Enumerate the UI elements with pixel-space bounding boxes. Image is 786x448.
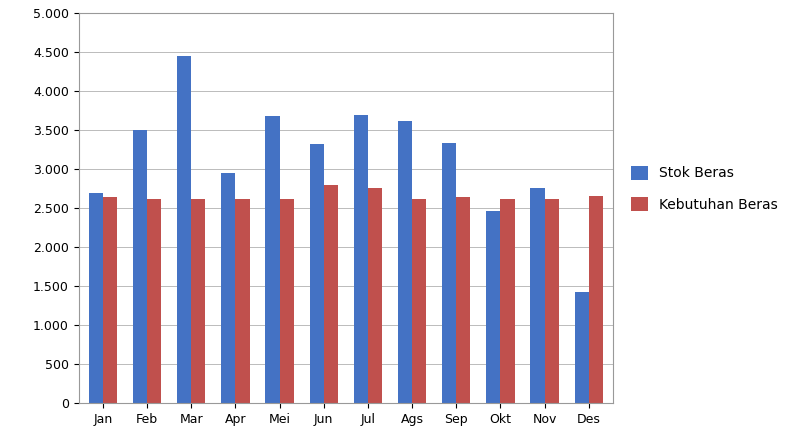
Bar [575,292,589,403]
Bar [89,193,103,403]
Bar [236,199,249,403]
Bar [266,116,280,403]
Bar [545,199,559,403]
Bar [589,196,603,403]
Bar [324,185,338,403]
Bar [133,130,147,403]
Bar [310,144,324,403]
Bar [368,188,382,403]
Bar [501,199,515,403]
Bar [103,198,117,403]
Legend: Stok Beras, Kebutuhan Beras: Stok Beras, Kebutuhan Beras [626,160,783,218]
Bar [280,199,294,403]
Bar [531,188,545,403]
Bar [222,173,236,403]
Bar [456,197,470,403]
Bar [412,199,426,403]
Bar [191,199,205,403]
Bar [487,211,501,403]
Bar [398,121,412,403]
Bar [147,199,161,403]
Bar [354,115,368,403]
Bar [443,143,456,403]
Bar [177,56,191,403]
